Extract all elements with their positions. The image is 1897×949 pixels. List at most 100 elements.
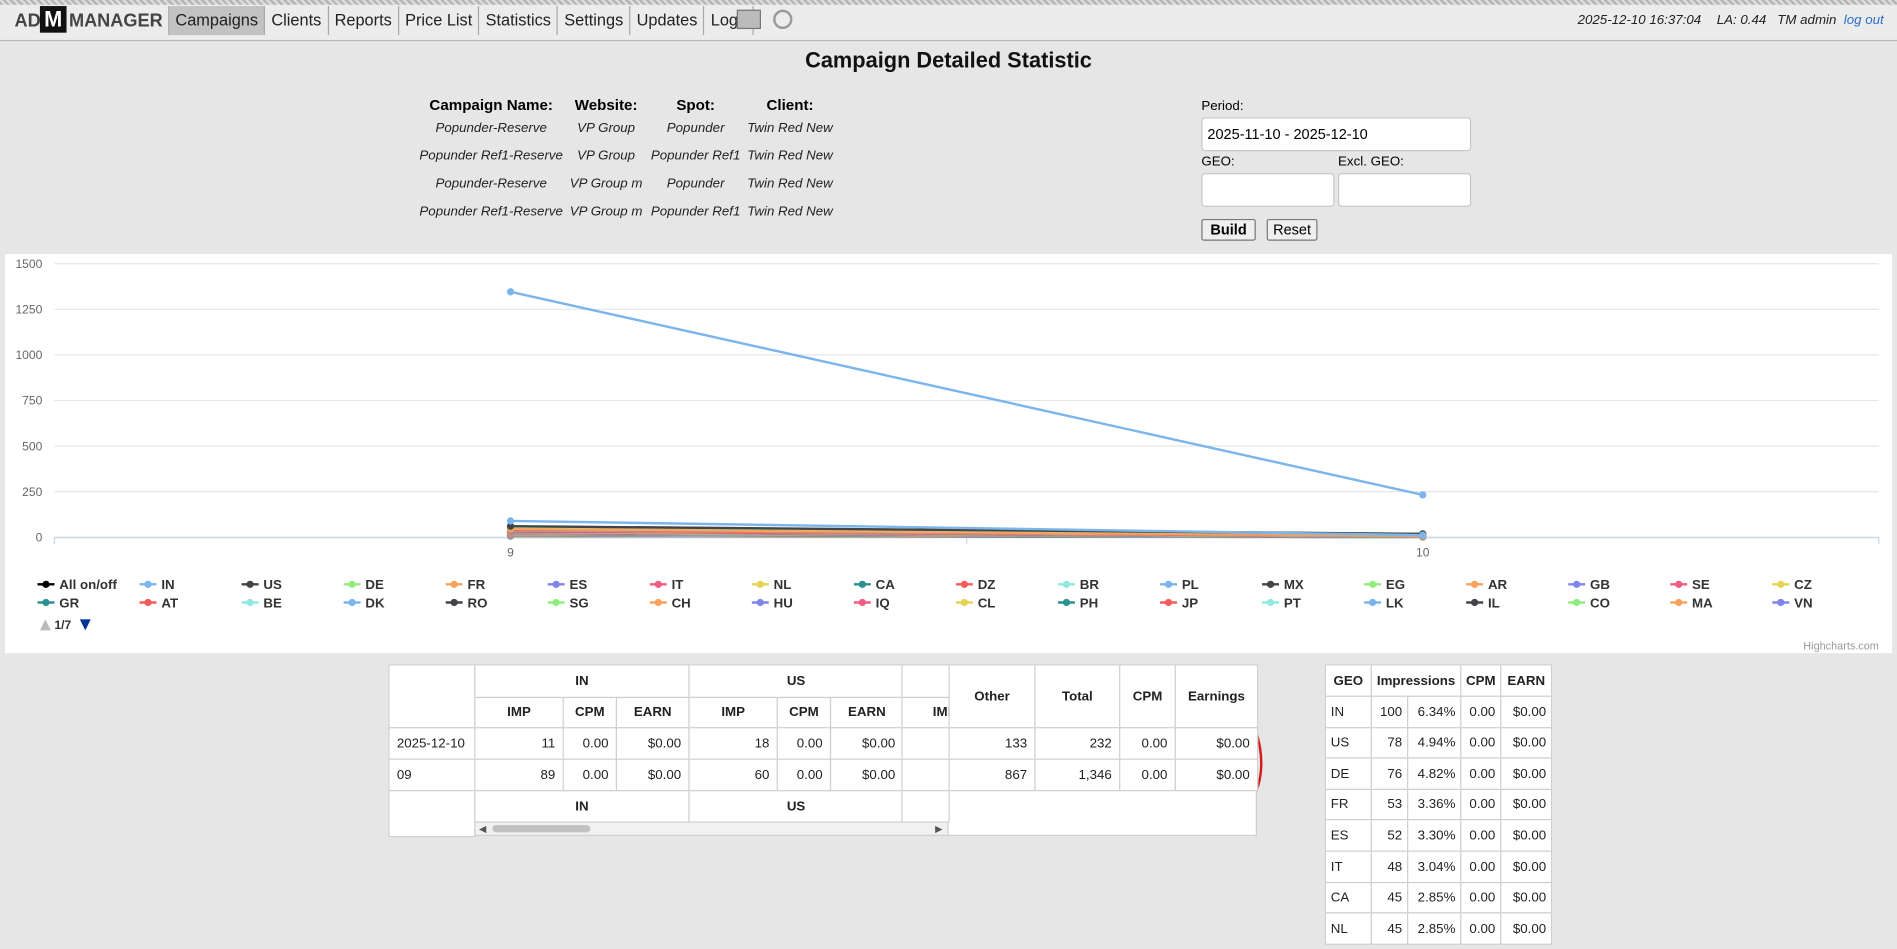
period-input[interactable]: 2025-11-10 - 2025-12-10 — [1201, 117, 1472, 152]
legend-item[interactable]: GB — [1568, 577, 1610, 592]
legend-marker — [246, 580, 254, 588]
y-tick-label: 1250 — [15, 303, 42, 317]
legend-item[interactable]: PH — [1057, 595, 1098, 610]
calendar-icon[interactable] — [736, 9, 761, 30]
nav-menu: Campaigns Clients Reports Price List Statist… — [168, 6, 754, 36]
legend-item[interactable]: DZ — [955, 577, 996, 592]
nav-item[interactable]: Statistics — [480, 6, 559, 36]
legend-item[interactable]: EG — [1364, 577, 1405, 592]
geo-cell: 3.04% — [1407, 850, 1462, 884]
legend-item[interactable]: DK — [343, 595, 385, 610]
legend-label: CZ — [1794, 577, 1812, 592]
nav-item[interactable]: Clients — [265, 6, 329, 36]
legend-item[interactable]: PT — [1262, 595, 1301, 610]
data-cell-clipped — [901, 727, 950, 760]
legend-item[interactable]: MA — [1670, 595, 1713, 610]
legend-item[interactable]: IN — [139, 577, 175, 592]
legend-marker — [1573, 580, 1581, 588]
excl-geo-input[interactable] — [1338, 173, 1472, 207]
campaign-cell: Popunder Ref1-Reserve — [419, 148, 563, 164]
legend-item[interactable]: CA — [853, 577, 895, 592]
y-tick-label: 1000 — [15, 348, 42, 362]
legend-item[interactable]: IQ — [853, 595, 890, 610]
campaign-cell: Popunder-Reserve — [435, 120, 547, 136]
legend-item[interactable]: JP — [1160, 595, 1198, 610]
sub-header: EARN — [615, 696, 690, 729]
legend-label: IN — [161, 577, 174, 592]
legend-label: SG — [570, 595, 589, 610]
legend-marker — [1368, 580, 1377, 588]
geo-cell: 3.36% — [1407, 788, 1462, 821]
summary-cell: 0.00 — [1119, 727, 1176, 760]
chart-background — [4, 254, 1893, 654]
legend-marker — [552, 580, 560, 588]
scrollbar-thumb[interactable] — [492, 825, 591, 833]
legend-label: GR — [59, 595, 79, 610]
period-label: Period: — [1201, 99, 1244, 114]
data-cell: 0.00 — [562, 727, 618, 760]
legend-item[interactable]: CO — [1568, 595, 1610, 610]
legend-item[interactable]: AR — [1466, 577, 1508, 592]
nav-item[interactable]: Campaigns — [169, 6, 266, 36]
geo-header: Impressions — [1370, 664, 1462, 697]
geo-input[interactable] — [1201, 173, 1335, 207]
datetime: 2025-12-10 16:37:04 — [1577, 13, 1702, 28]
reset-button[interactable]: Reset — [1266, 218, 1318, 241]
page-title: Campaign Detailed Statistic — [805, 48, 1092, 73]
geo-cell: 3.30% — [1407, 819, 1462, 852]
legend-label: PT — [1284, 595, 1301, 610]
geo-cell: CA — [1324, 881, 1372, 914]
legend-marker — [1471, 598, 1479, 607]
credits: Highcharts.com — [1803, 641, 1879, 653]
legend-item[interactable]: FR — [445, 577, 486, 592]
legend-item[interactable]: SG — [547, 595, 589, 610]
campaign-cell: Popunder Ref1 — [650, 148, 741, 164]
legend-item[interactable]: IL — [1466, 595, 1500, 610]
search-icon[interactable] — [773, 9, 793, 30]
sub-header: CPM — [776, 696, 832, 729]
build-button[interactable]: Build — [1201, 218, 1256, 241]
legend-item[interactable]: SE — [1670, 577, 1710, 592]
legend-marker — [450, 598, 458, 607]
legend-item[interactable]: RO — [445, 595, 488, 610]
nav-item[interactable]: Price List — [399, 6, 480, 36]
legend-item[interactable]: CH — [649, 595, 691, 610]
legend-item[interactable]: CZ — [1772, 577, 1812, 592]
legend-item[interactable]: AT — [139, 595, 179, 610]
nav-item[interactable]: Settings — [558, 6, 631, 36]
y-tick-label: 0 — [36, 530, 43, 544]
nav-item[interactable]: Updates — [631, 6, 705, 36]
summary-cell: 133 — [948, 727, 1036, 760]
summary-cell: 1,346 — [1034, 758, 1121, 792]
legend-item[interactable]: VN — [1772, 595, 1813, 610]
legend-item[interactable]: MX — [1262, 577, 1304, 592]
geo-cell: $0.00 — [1500, 727, 1553, 759]
legend-toggle[interactable]: All on/off — [37, 577, 118, 592]
legend-item[interactable]: PL — [1160, 577, 1199, 592]
scrollbar-track[interactable] — [474, 821, 949, 836]
legend-item[interactable]: DE — [343, 577, 384, 592]
legend-item[interactable]: US — [241, 577, 282, 592]
legend-marker — [1062, 580, 1071, 588]
data-cell: $0.00 — [829, 727, 904, 760]
legend-marker — [1777, 598, 1785, 607]
summary-cell: 232 — [1034, 727, 1121, 760]
legend-marker — [246, 598, 254, 607]
legend-item[interactable]: BR — [1057, 577, 1099, 592]
sub-header: IMP — [474, 696, 564, 729]
legend-item[interactable]: LK — [1364, 595, 1404, 610]
scroll-left: ◀ — [478, 823, 487, 835]
legend-label: DZ — [978, 577, 996, 592]
nav-item[interactable]: Reports — [329, 6, 400, 36]
legend-item[interactable]: ES — [547, 577, 588, 592]
load-average: LA: 0.44 — [1716, 13, 1767, 28]
legend-item[interactable]: BE — [241, 595, 282, 610]
legend-item[interactable]: IT — [649, 577, 684, 592]
legend-item[interactable]: CL — [955, 595, 996, 610]
legend-item[interactable]: GR — [37, 595, 80, 610]
legend-marker — [858, 598, 866, 607]
logout-link[interactable]: log out — [1843, 13, 1884, 28]
legend-item[interactable]: HU — [751, 595, 793, 610]
geo-cell: 2.85% — [1407, 912, 1462, 945]
legend-item[interactable]: NL — [751, 577, 792, 592]
